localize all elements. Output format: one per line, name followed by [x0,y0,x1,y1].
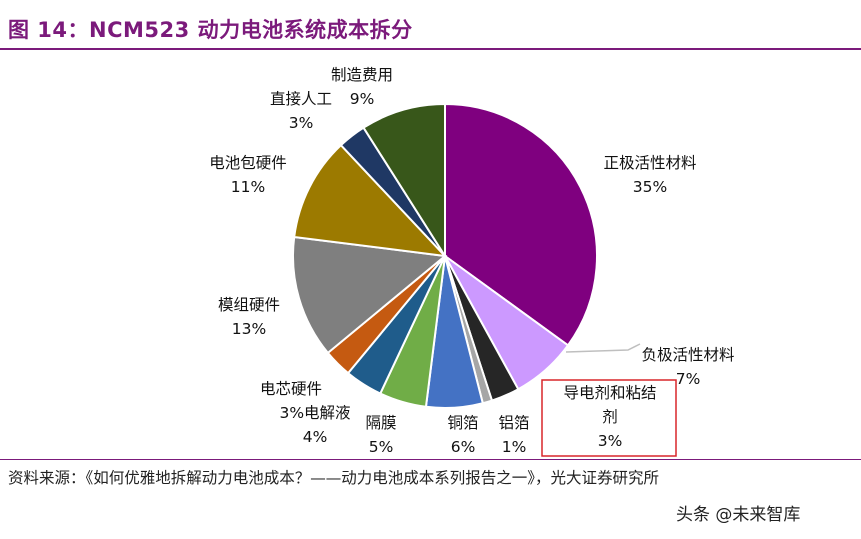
pie-slice-9 [293,143,448,258]
pie-chart: 正极活性材料 35% 负极活性材料 7%导电剂和粘结剂 3% 铝箔 1% 铜箔 6% 隔膜 5% 3%… [209,66,735,457]
slice-label-5: 隔膜 5% [365,414,396,456]
source-divider [0,459,861,460]
pie-slice-0 [444,102,598,347]
slice-label-9: 电池包硬件 11% [209,154,287,196]
pie-slice-8 [292,235,448,355]
pie-slice-11 [362,102,446,260]
slice-label-2: 导电剂和粘结剂 3% [563,384,656,450]
slice-label-1: 负极活性材料 7% [641,346,734,388]
leader-line [565,343,641,353]
slice-label-11: 制造费用 9% [331,66,393,108]
watermark: 头条 @未来智库 [676,505,801,525]
slice-label-0: 正极活性材料 35% [603,154,696,196]
slice-label-4: 铜箔 6% [447,414,478,456]
slice-label-8: 模组硬件 13% [218,296,280,338]
source-note: 资料来源：《如何优雅地拆解动力电池成本？——动力电池成本系列报告之一》，光大证券… [8,469,660,487]
highlight-box [541,379,677,457]
slice-label-6: 3%电解液 4% [279,404,350,446]
title-divider [0,48,861,50]
figure-title: 图 14：NCM523 动力电池系统成本拆分 [8,18,413,42]
slice-label-3: 铝箔 1% [498,414,529,456]
slice-label-10: 直接人工 3% [270,90,332,132]
slice-label-7: 电芯硬件 [260,380,322,398]
